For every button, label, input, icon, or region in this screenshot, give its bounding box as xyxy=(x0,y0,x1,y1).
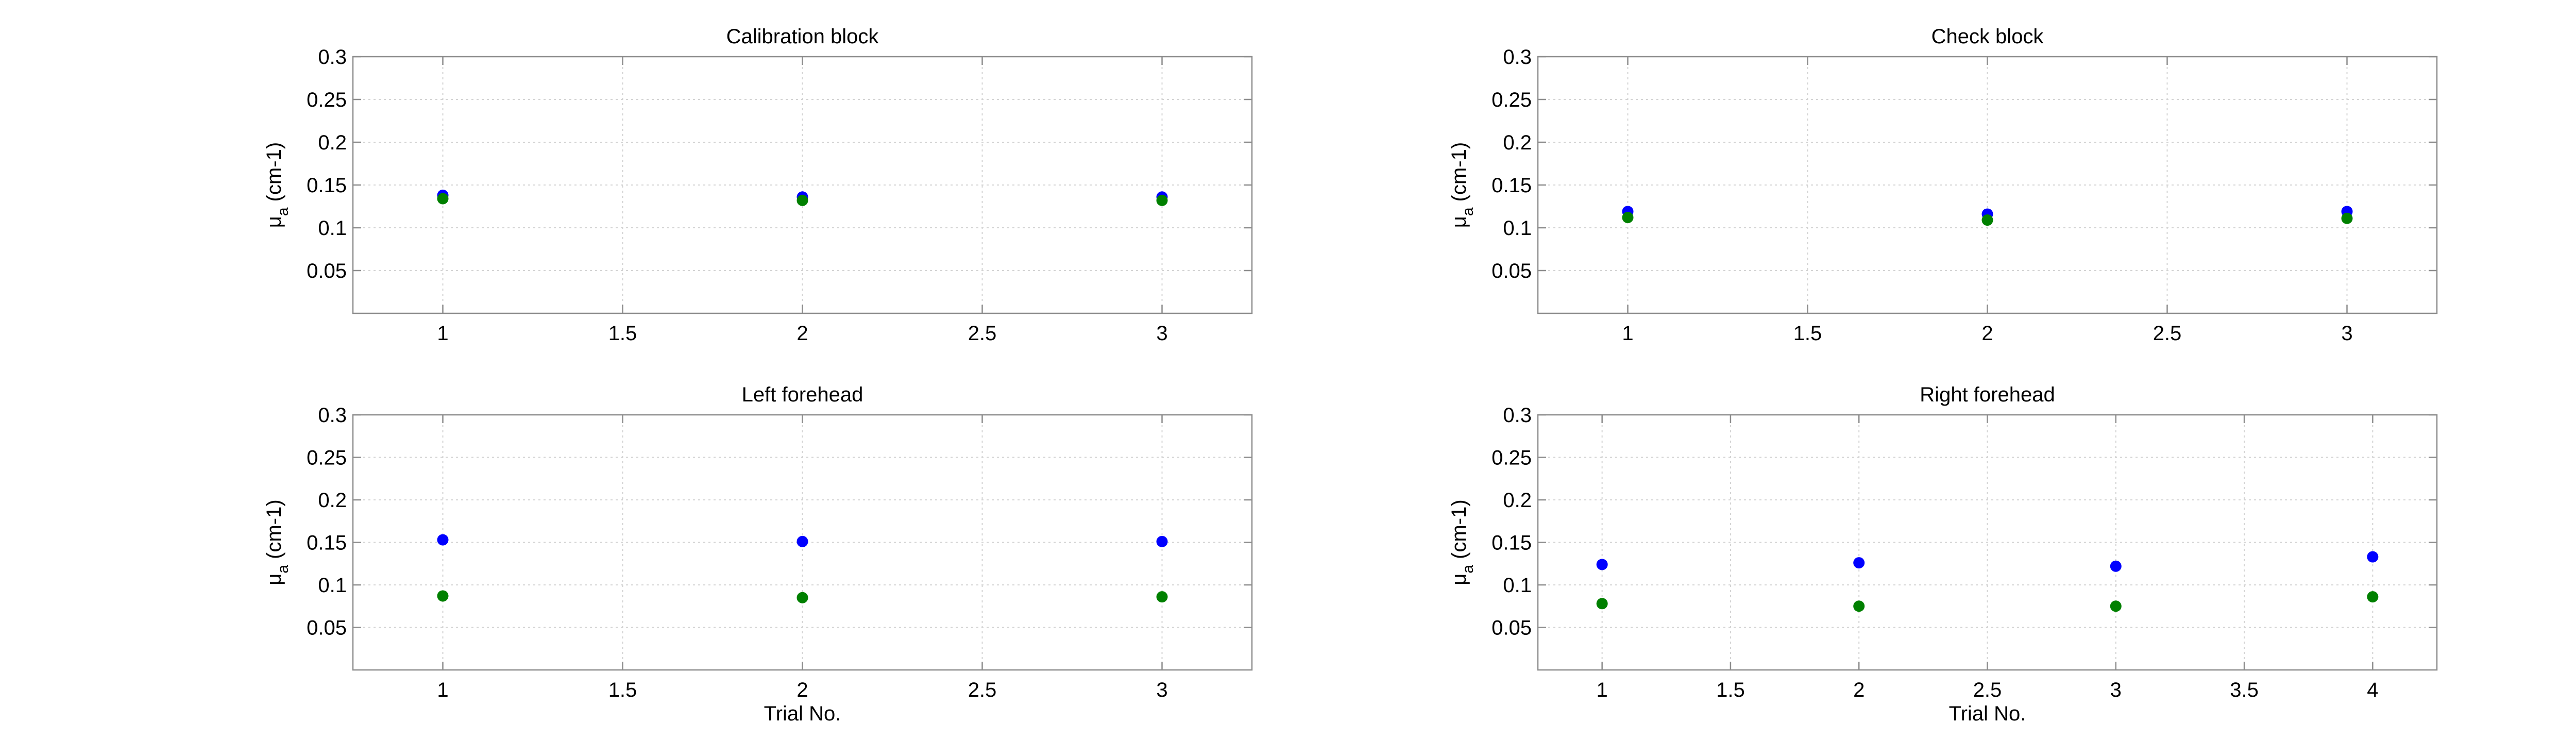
x-tick-label: 2 xyxy=(796,322,808,345)
x-tick-label: 2.5 xyxy=(968,322,997,345)
data-point-series-1 xyxy=(437,534,449,546)
x-tick-label: 3 xyxy=(2341,322,2352,345)
chart-panel-2: 1 1.5 2 2.5 3 0.05 0.1 0.15 0.2 0.25 0.3 Check bloc… xyxy=(1448,25,2438,345)
y-tick-label: 0.1 xyxy=(1503,574,1532,597)
y-tick-label: 0.1 xyxy=(318,574,347,597)
chart-panel-4: 1 1.5 2 2.5 3 3.5 4 0.05 0.1 0.15 0.2 0.25 0.3 Right … xyxy=(1448,383,2438,725)
x-tick-label: 1.5 xyxy=(608,679,637,701)
chart-title: Check block xyxy=(1931,25,2044,48)
y-tick-label: 0.3 xyxy=(1503,46,1532,69)
y-tick-label: 0.2 xyxy=(318,489,347,512)
y-tick-label: 0.3 xyxy=(318,404,347,427)
x-tick-label: 2.5 xyxy=(1973,679,2002,701)
x-tick-label: 1 xyxy=(437,679,448,701)
data-point-series-2 xyxy=(1622,212,1634,224)
y-tick-label: 0.15 xyxy=(307,532,347,555)
data-point-series-2 xyxy=(1156,194,1168,206)
y-tick-label: 0.1 xyxy=(1503,217,1532,240)
data-point-series-2 xyxy=(1853,600,1865,612)
data-point-series-2 xyxy=(2341,212,2353,224)
y-tick-label: 0.3 xyxy=(318,46,347,69)
y-tick-label: 0.1 xyxy=(318,217,347,240)
y-tick-label: 0.2 xyxy=(1503,131,1532,154)
chart-title: Left forehead xyxy=(742,383,863,406)
data-point-series-2 xyxy=(2110,600,2122,612)
y-tick-label: 0.25 xyxy=(1492,447,1532,469)
chart-panel-3: 1 1.5 2 2.5 3 0.05 0.1 0.15 0.2 0.25 0.3 Left foreh… xyxy=(263,383,1253,725)
x-tick-label: 2.5 xyxy=(968,679,997,701)
data-point-series-1 xyxy=(1156,535,1168,547)
y-tick-label: 0.15 xyxy=(1492,174,1532,197)
data-point-series-2 xyxy=(1981,214,1993,226)
data-point-series-2 xyxy=(437,590,449,602)
y-tick-label: 0.2 xyxy=(318,131,347,154)
y-tick-label: 0.15 xyxy=(1492,532,1532,555)
y-axis-label: μa (cm-1) xyxy=(1448,142,1477,228)
y-tick-label: 0.2 xyxy=(1503,489,1532,512)
y-tick-label: 0.05 xyxy=(1492,260,1532,282)
y-tick-label: 0.05 xyxy=(307,260,347,282)
chart-panel-1: 1 1.5 2 2.5 3 0.05 0.1 0.15 0.2 0.25 0.3 Calibratio… xyxy=(263,25,1253,345)
data-point-series-2 xyxy=(437,193,449,205)
y-tick-label: 0.25 xyxy=(307,447,347,469)
x-tick-label: 1 xyxy=(437,322,448,345)
x-tick-label: 1.5 xyxy=(1793,322,1822,345)
x-tick-label: 2 xyxy=(1853,679,1865,701)
data-point-series-2 xyxy=(2367,591,2379,603)
x-tick-label: 3 xyxy=(2110,679,2122,701)
data-point-series-2 xyxy=(1156,591,1168,603)
data-point-series-1 xyxy=(2110,560,2122,572)
x-tick-label: 2 xyxy=(796,679,808,701)
x-tick-label: 1 xyxy=(1622,322,1633,345)
chart-title: Right forehead xyxy=(1920,383,2055,406)
data-point-series-1 xyxy=(796,535,808,547)
data-point-series-1 xyxy=(1853,557,1865,569)
x-tick-label: 2.5 xyxy=(2153,322,2182,345)
x-axis-label: Trial No. xyxy=(764,702,841,725)
x-tick-label: 1.5 xyxy=(1716,679,1745,701)
x-tick-label: 3 xyxy=(1156,322,1167,345)
y-axis-label: μa (cm-1) xyxy=(1448,499,1477,585)
y-tick-label: 0.05 xyxy=(1492,617,1532,640)
data-point-series-2 xyxy=(796,194,808,206)
y-axis-label: μa (cm-1) xyxy=(263,499,292,585)
x-tick-label: 1.5 xyxy=(608,322,637,345)
x-tick-label: 4 xyxy=(2367,679,2378,701)
chart-title: Calibration block xyxy=(726,25,879,48)
x-tick-label: 2 xyxy=(1981,322,1993,345)
x-tick-label: 1 xyxy=(1597,679,1608,701)
data-point-series-1 xyxy=(2367,551,2379,563)
data-point-series-1 xyxy=(1596,559,1608,570)
y-tick-label: 0.25 xyxy=(307,89,347,111)
y-tick-label: 0.05 xyxy=(307,617,347,640)
y-axis-label: μa (cm-1) xyxy=(263,142,292,228)
data-point-series-2 xyxy=(1596,598,1608,610)
y-tick-label: 0.15 xyxy=(307,174,347,197)
data-point-series-2 xyxy=(796,592,808,603)
y-tick-label: 0.25 xyxy=(1492,89,1532,111)
x-axis-label: Trial No. xyxy=(1949,702,2026,725)
y-tick-label: 0.3 xyxy=(1503,404,1532,427)
x-tick-label: 3 xyxy=(1156,679,1167,701)
x-tick-label: 3.5 xyxy=(2230,679,2259,701)
